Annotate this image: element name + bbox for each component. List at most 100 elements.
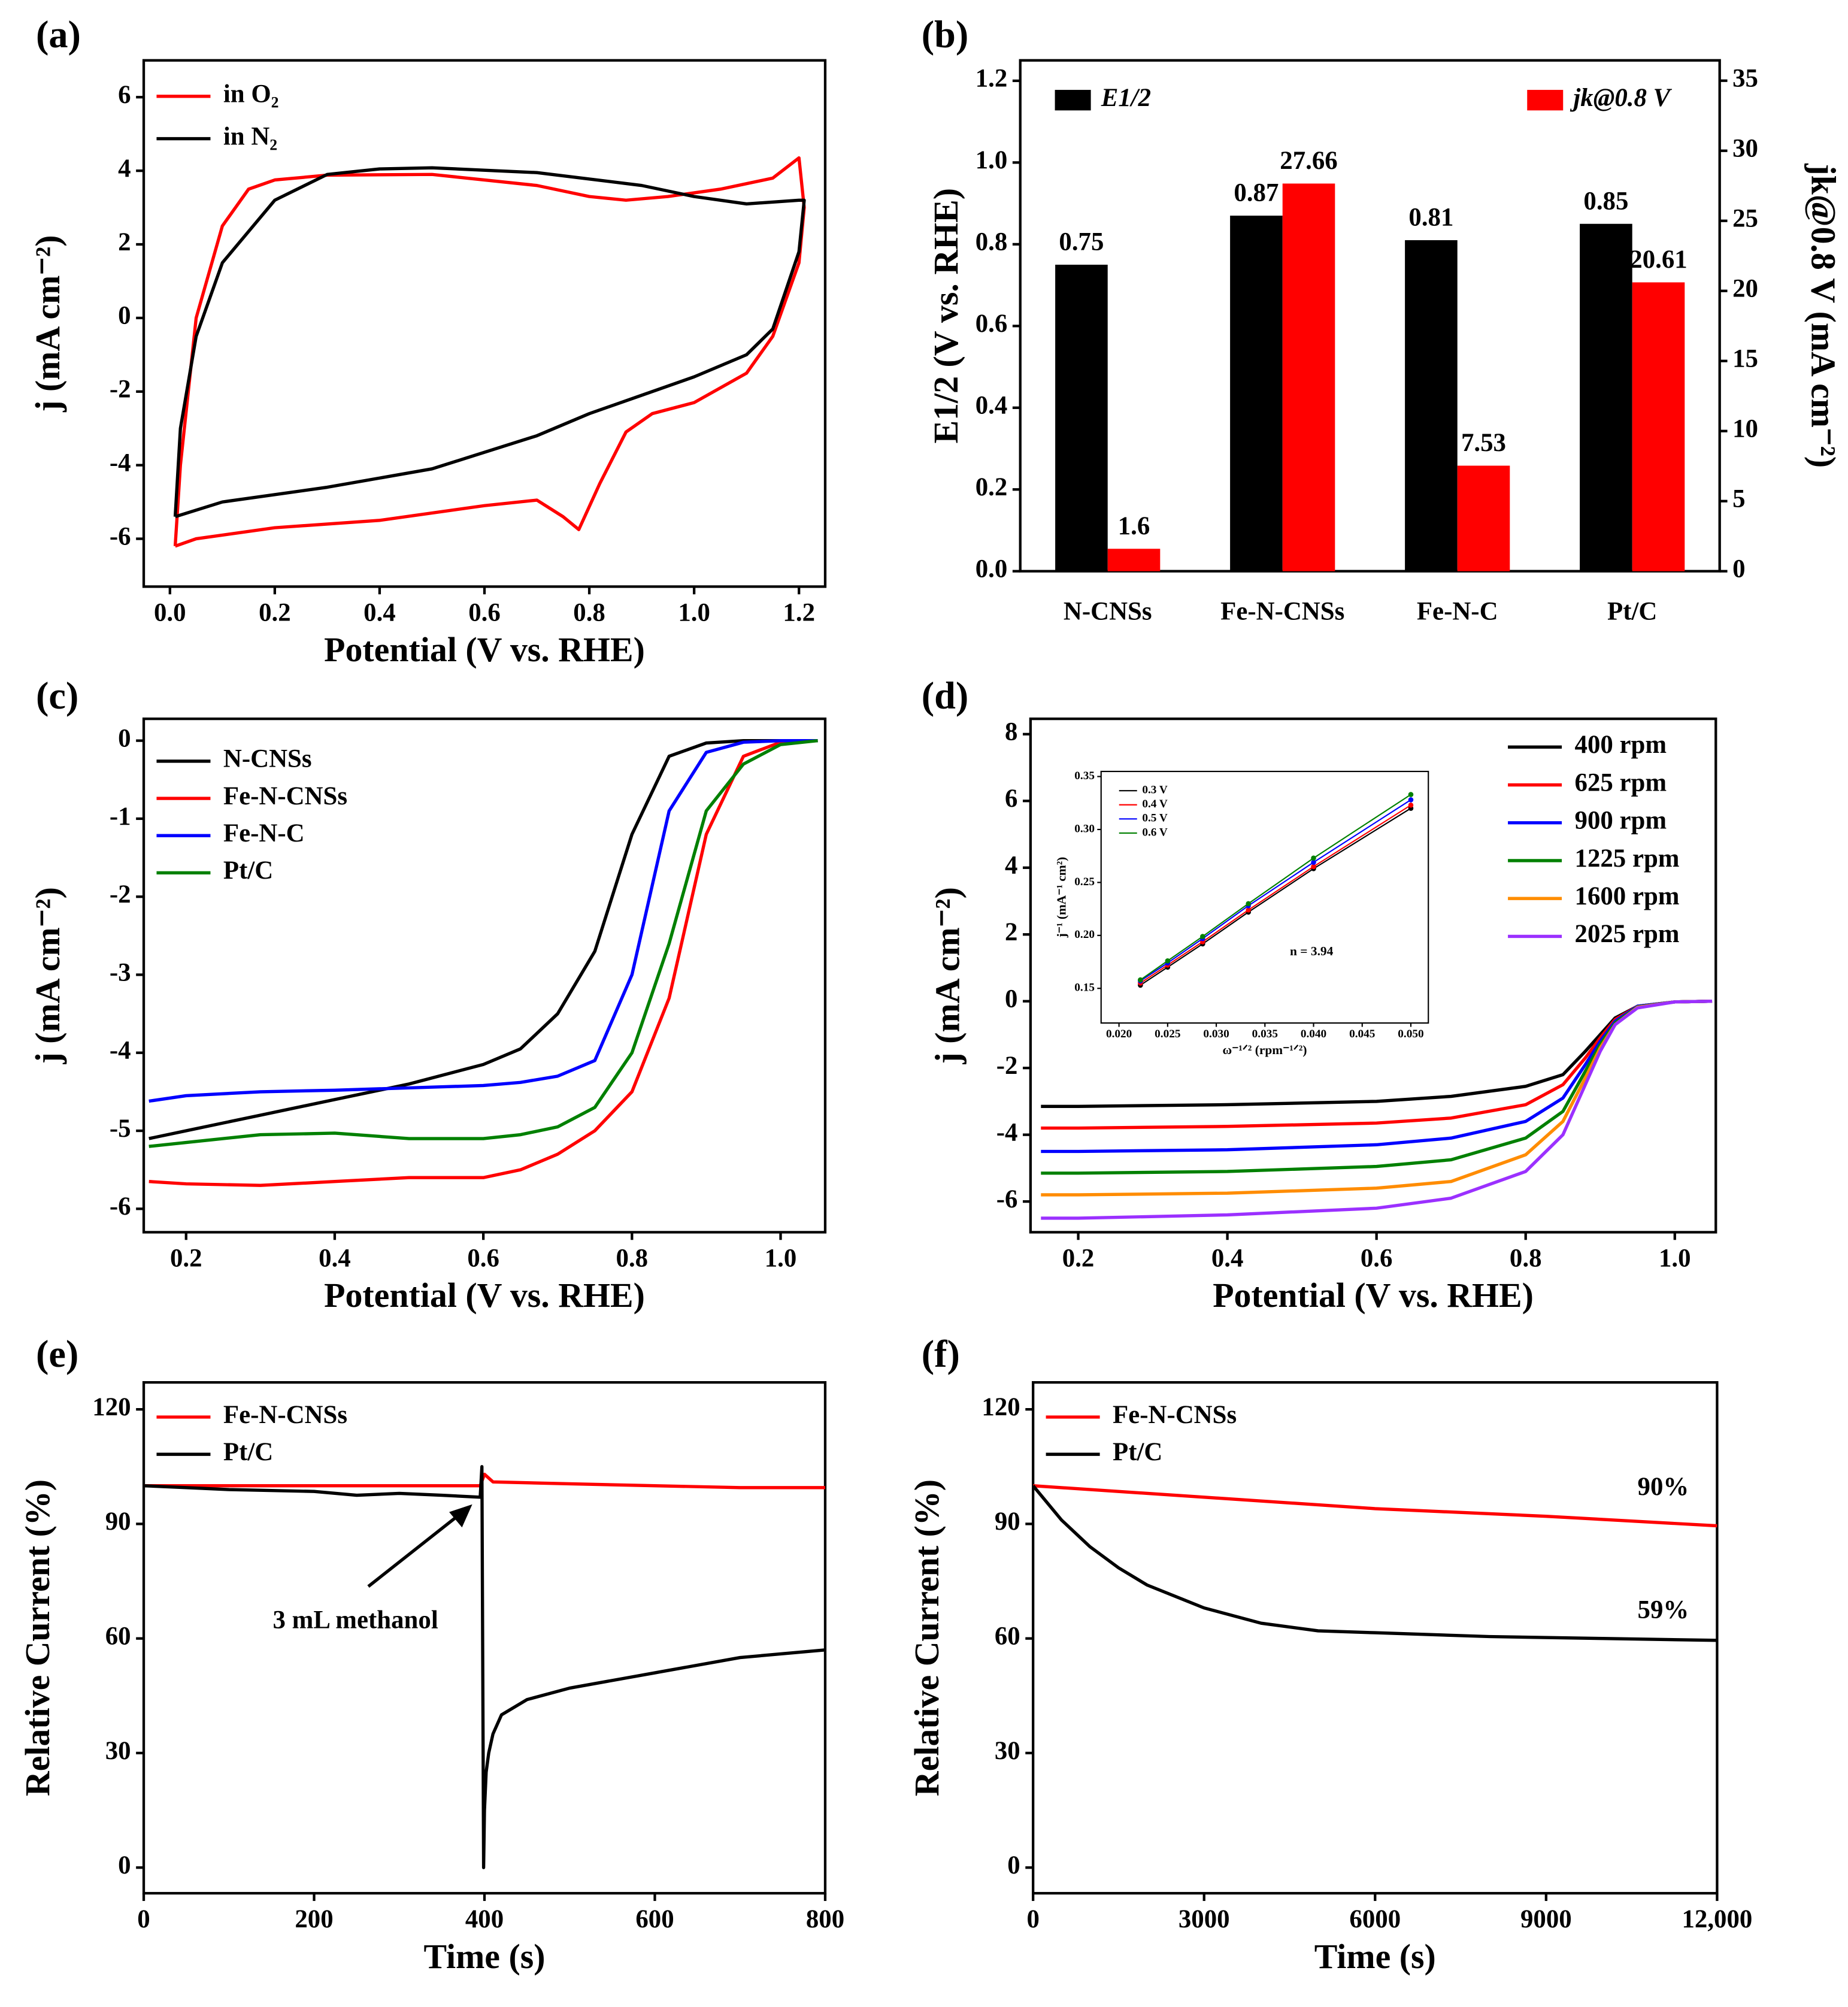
y2-tick-label: 0: [1732, 555, 1745, 583]
x-tick-label: 0.2: [259, 598, 291, 626]
series-marker: [1311, 859, 1316, 865]
legend-label: Fe-N-C: [223, 819, 305, 847]
annotation-arrowhead: [449, 1504, 472, 1528]
y-tick-label: 4: [118, 155, 131, 183]
x-tick-label: 600: [635, 1905, 674, 1933]
y-tick-label: 0: [118, 724, 131, 752]
x-tick-label: 1.2: [783, 598, 815, 626]
y-axis-title: Relative Current (%): [907, 1479, 946, 1796]
bar: [1282, 183, 1335, 571]
series-marker: [1311, 864, 1316, 870]
y-tick-label: 90: [105, 1507, 131, 1536]
value-label: 7.53: [1461, 429, 1506, 457]
legend-label: jk@0.8 V: [1570, 84, 1672, 112]
series-marker: [1200, 934, 1205, 939]
legend-label: 0.3 V: [1142, 784, 1168, 797]
series-line: [149, 738, 818, 1187]
y-tick-label: -4: [110, 449, 131, 477]
y2-tick-label: 25: [1732, 205, 1758, 233]
legend-label: Fe-N-CNSs: [223, 782, 347, 810]
y-tick-label: 1.0: [975, 146, 1008, 174]
x-tick-label: 0.025: [1155, 1028, 1180, 1040]
y2-tick-label: 20: [1732, 275, 1758, 303]
y-tick-label: -3: [110, 958, 131, 986]
annotation: 59%: [1638, 1596, 1689, 1624]
value-label: 0.75: [1059, 228, 1104, 256]
x-axis-title: Potential (V vs. RHE): [324, 630, 645, 669]
series-line: [149, 738, 818, 1103]
annotation: 90%: [1638, 1473, 1689, 1501]
series-marker: [1408, 802, 1414, 808]
y2-tick-label: 5: [1732, 485, 1745, 513]
legend-label: 2025 rpm: [1575, 920, 1680, 948]
legend-label: in O₂: [223, 80, 279, 108]
y-tick-label: 0.20: [1074, 928, 1095, 941]
x-axis-title: Time (s): [1314, 1937, 1436, 1976]
series-line: [1032, 1484, 1717, 1642]
y2-axis-title: jk@0.8 V (mA cm⁻²): [1804, 163, 1843, 468]
series-marker: [1246, 907, 1251, 913]
legend-label: 0.6 V: [1142, 826, 1168, 838]
y-tick-label: -2: [110, 376, 131, 404]
legend-label: E1/2: [1101, 84, 1151, 112]
series-marker: [1408, 792, 1414, 797]
y-tick-label: 0.15: [1074, 982, 1095, 994]
y-tick-label: 0.35: [1074, 770, 1095, 782]
panel-label: (e): [36, 1333, 78, 1375]
series-line: [144, 1472, 825, 1490]
bar: [1107, 549, 1161, 571]
panel-label: (c): [36, 674, 78, 717]
legend-label: Pt/C: [223, 856, 273, 885]
y-tick-label: -2: [110, 880, 131, 909]
legend-label: 0.5 V: [1142, 812, 1168, 825]
x-tick-label: 400: [465, 1905, 504, 1933]
x-tick-label: 0: [137, 1905, 150, 1933]
y-tick-label: -1: [110, 803, 131, 831]
x-tick-label: 0.8: [616, 1244, 649, 1272]
legend-label: Fe-N-CNSs: [1113, 1401, 1237, 1429]
legend-label: Fe-N-CNSs: [223, 1401, 347, 1429]
legend-label: Pt/C: [223, 1438, 273, 1466]
bar: [1055, 264, 1108, 571]
series-line: [1032, 1484, 1717, 1528]
panel-label: (f): [922, 1333, 960, 1375]
x-tick-label: 0.4: [319, 1244, 351, 1272]
x-tick-label: 200: [295, 1905, 333, 1933]
value-label: 20.61: [1629, 246, 1687, 274]
series-line: [1140, 794, 1411, 980]
x-tick-label: Pt/C: [1607, 597, 1657, 625]
x-tick-label: N-CNSs: [1064, 597, 1152, 625]
panel-label: (b): [922, 13, 969, 56]
y-tick-label: -6: [110, 522, 131, 550]
x-tick-label: 800: [806, 1905, 844, 1933]
x-tick-label: 0.050: [1398, 1028, 1423, 1040]
series-line: [1140, 807, 1411, 986]
legend-label: 625 rpm: [1575, 768, 1667, 797]
y-tick-label: 90: [995, 1507, 1020, 1536]
bar: [1230, 216, 1283, 571]
x-tick-label: 0.035: [1252, 1028, 1278, 1040]
series-marker: [1246, 901, 1251, 907]
x-axis-title: Potential (V vs. RHE): [1213, 1276, 1534, 1315]
series-line: [149, 738, 818, 1140]
y-tick-label: 120: [981, 1393, 1020, 1421]
y-axis-title: E1/2 (V vs. RHE): [926, 188, 965, 443]
series-marker: [1138, 977, 1143, 983]
y-tick-label: -4: [110, 1037, 131, 1065]
y2-tick-label: 35: [1732, 65, 1758, 93]
x-tick-label: 1.0: [678, 598, 710, 626]
x-tick-label: 0.6: [467, 1244, 499, 1272]
x-tick-label: 0.045: [1349, 1028, 1375, 1040]
annotation: n = 3.94: [1290, 944, 1334, 958]
x-tick-label: 0.020: [1106, 1028, 1132, 1040]
plot-frame: [1019, 59, 1721, 573]
y-tick-label: 120: [92, 1393, 131, 1421]
series-marker: [1311, 855, 1316, 861]
y-tick-label: 0.8: [975, 228, 1008, 256]
panel-label: (a): [36, 13, 81, 56]
series-line: [143, 1465, 826, 1869]
x-tick-label: 0.8: [1510, 1244, 1542, 1272]
value-label: 1.6: [1118, 512, 1150, 540]
x-tick-label: 0.2: [170, 1244, 202, 1272]
